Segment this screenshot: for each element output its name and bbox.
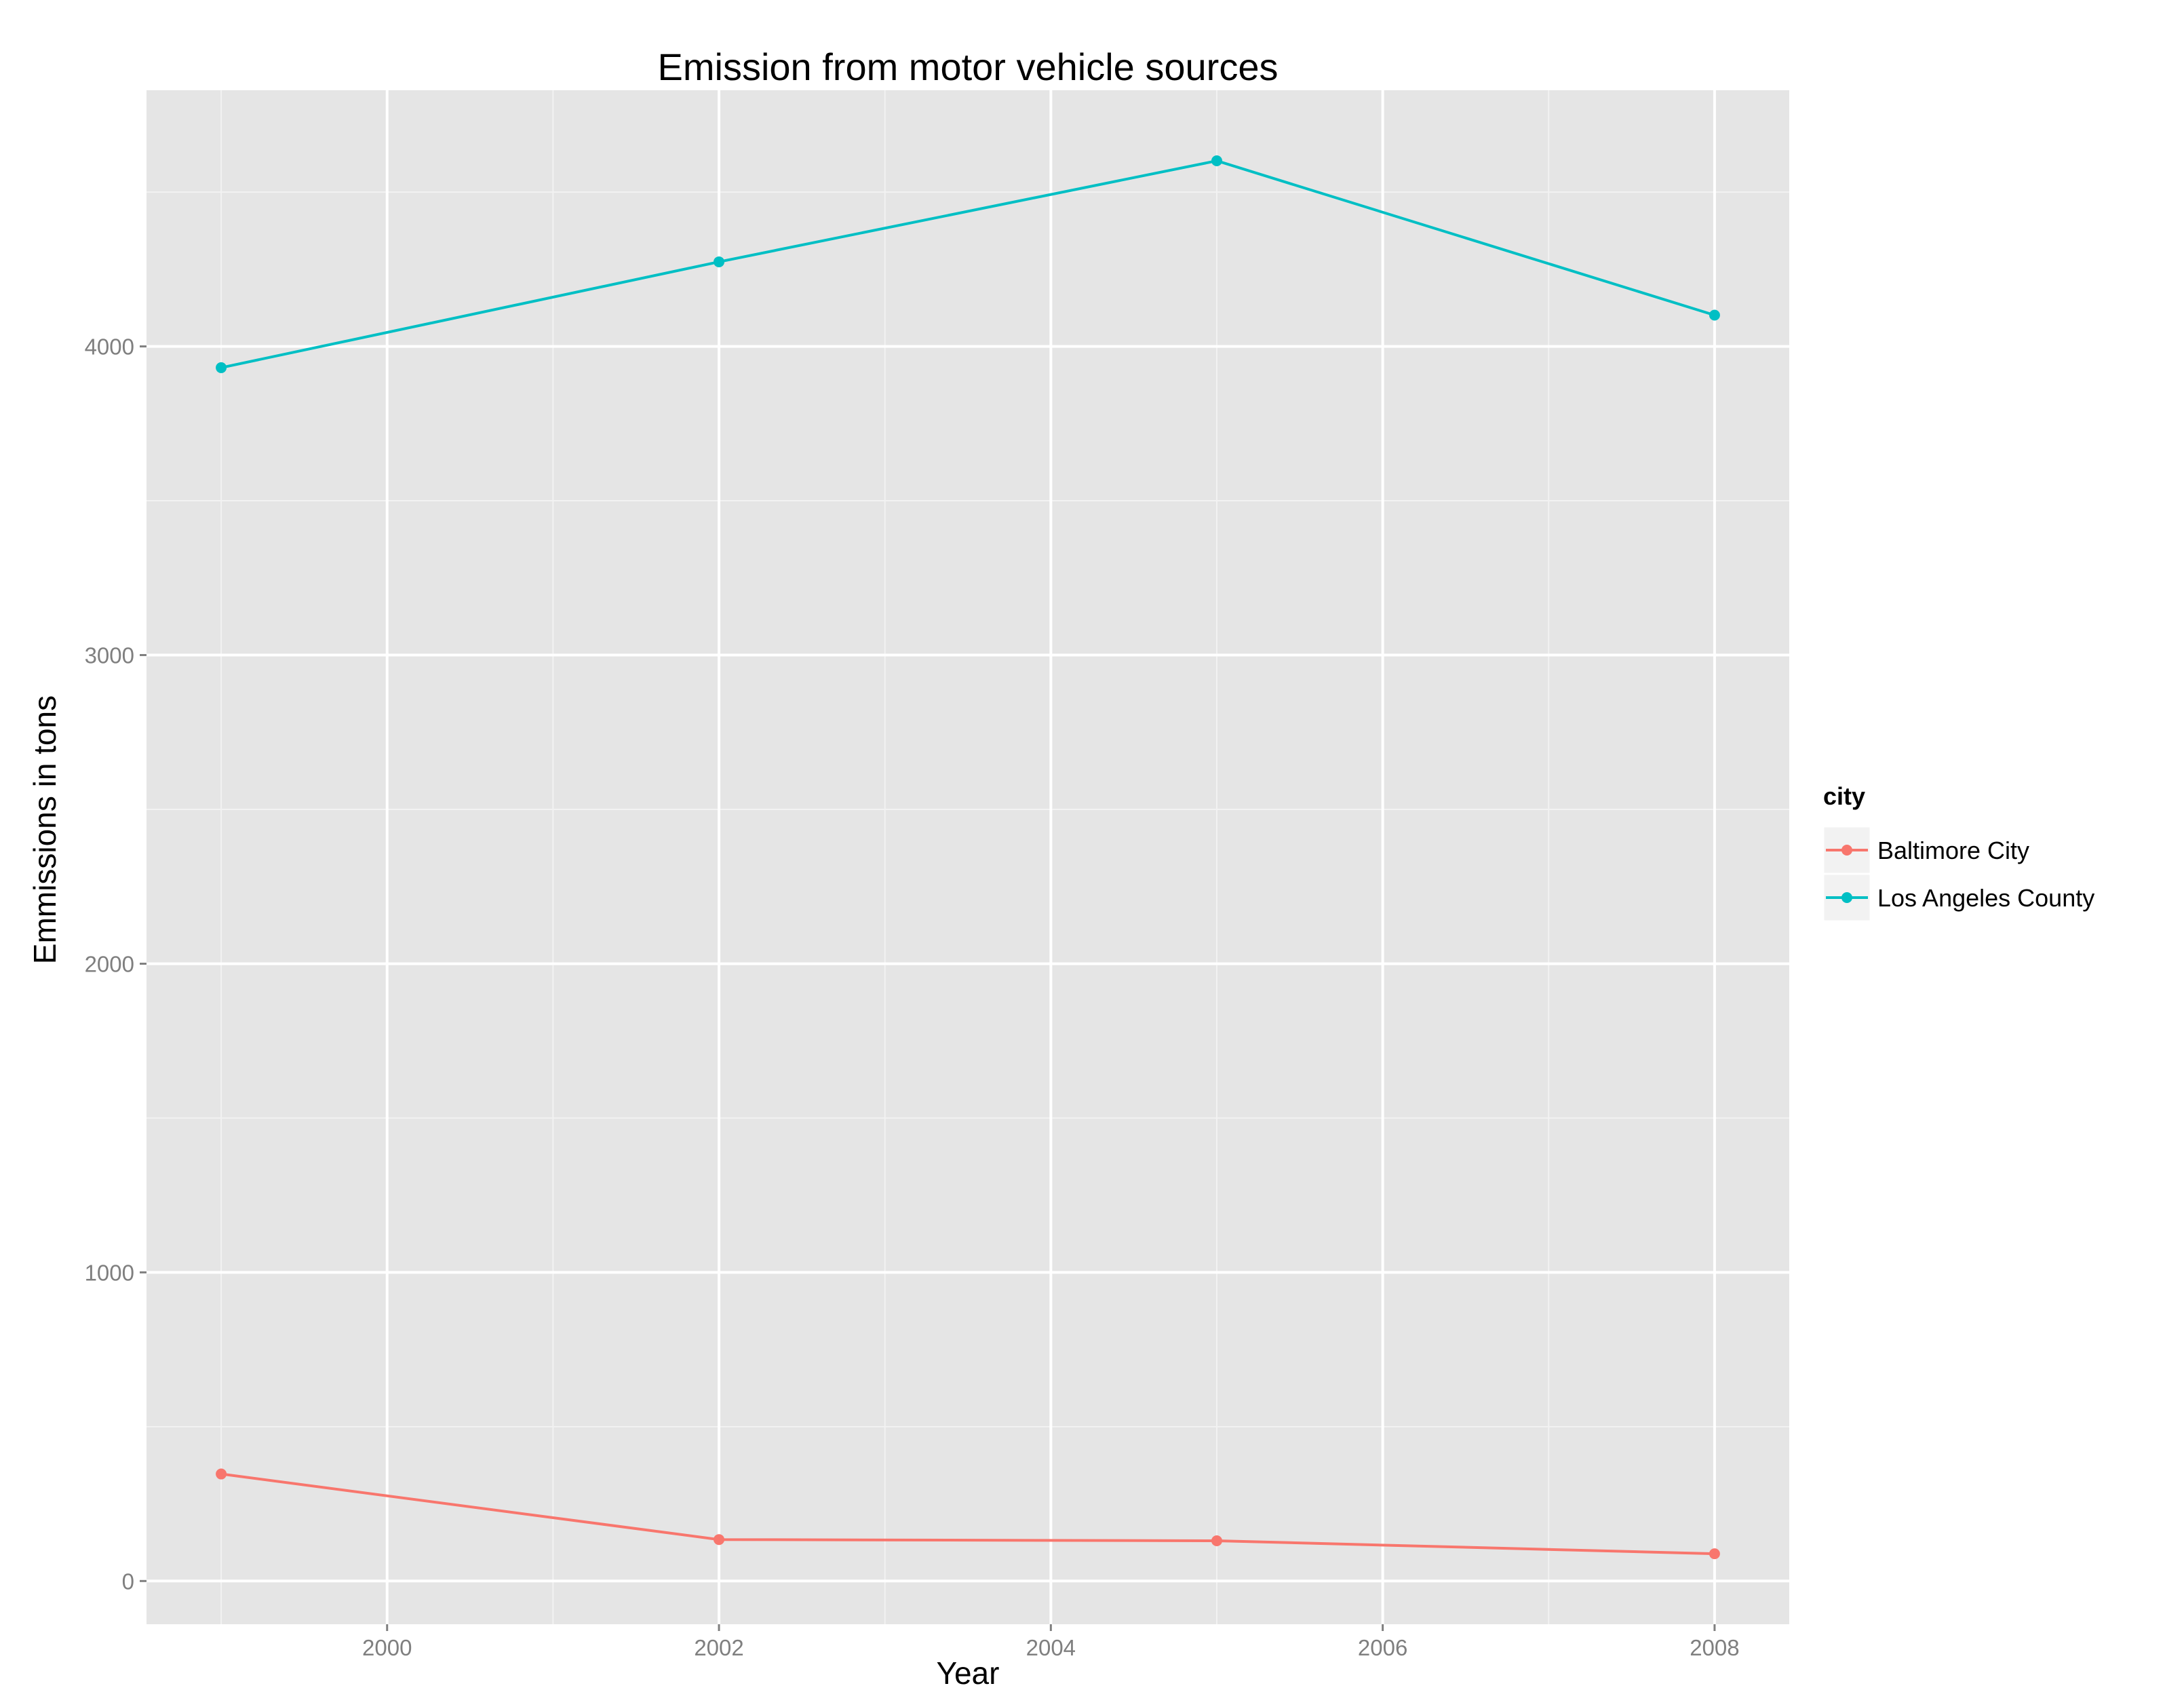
x-tick-label: 2008 <box>1690 1635 1739 1660</box>
series-line-baltimore-city <box>220 1472 1715 1556</box>
tick-labels: 2000 2002 2004 2006 2008 0 1000 2000 3000 4000 <box>85 334 1740 1660</box>
y-tick-label: 0 <box>122 1569 134 1594</box>
axis-ticks <box>140 345 1716 1631</box>
y-tick-label: 3000 <box>85 643 134 668</box>
data-point-los-angeles-county <box>1709 309 1720 321</box>
y-tick-label: 4000 <box>85 334 134 360</box>
data-point-los-angeles-county <box>216 362 227 373</box>
legend-label: Los Angeles County <box>1877 884 2094 912</box>
data-point-baltimore-city <box>216 1468 227 1480</box>
major-gridlines <box>147 90 1789 1624</box>
x-tick-label: 2006 <box>1358 1635 1407 1660</box>
y-tick-label: 2000 <box>85 951 134 976</box>
legend: city Baltimore City Los Angeles County <box>1822 782 2094 923</box>
y-tick-label: 1000 <box>85 1260 134 1285</box>
legend-item: Baltimore City <box>1822 825 2029 875</box>
plot-panel <box>147 90 1789 1624</box>
data-point-baltimore-city <box>714 1534 725 1546</box>
legend-item: Los Angeles County <box>1822 872 2094 923</box>
legend-label: Baltimore City <box>1877 837 2029 864</box>
legend-key-point <box>1841 845 1852 856</box>
y-axis-title: Emmissions in tons <box>27 695 62 964</box>
legend-title: city <box>1823 782 1865 810</box>
x-tick-label: 2004 <box>1026 1635 1076 1660</box>
data-point-los-angeles-county <box>1211 155 1222 166</box>
series-layer <box>216 155 1720 1560</box>
legend-items: Baltimore City Los Angeles County <box>1822 825 2094 923</box>
x-tick-label: 2002 <box>694 1635 743 1660</box>
data-point-baltimore-city <box>1211 1535 1222 1546</box>
data-point-baltimore-city <box>1709 1548 1720 1560</box>
chart-title: Emission from motor vehicle sources <box>658 45 1279 88</box>
legend-key-point <box>1841 892 1852 903</box>
data-point-los-angeles-county <box>714 256 725 267</box>
x-tick-label: 2000 <box>362 1635 412 1660</box>
series-line-los-angeles-county <box>220 159 1715 369</box>
x-axis-title: Year <box>937 1655 1000 1691</box>
